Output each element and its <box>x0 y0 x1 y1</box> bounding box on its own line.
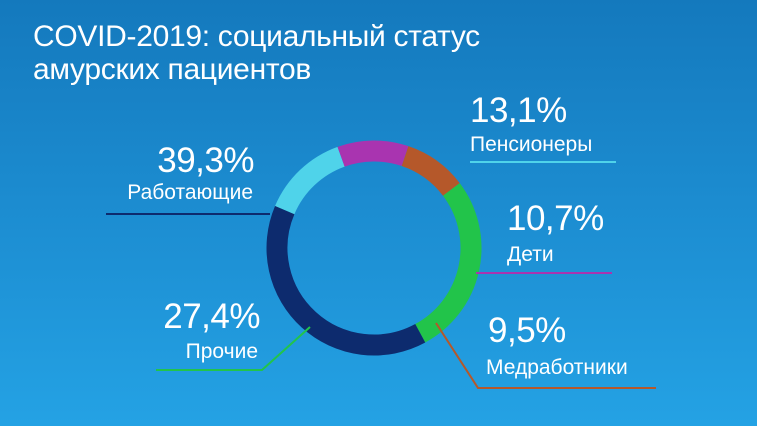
value-label-other: 27,4% <box>163 297 260 336</box>
value-label-medical-workers: 9,5% <box>488 311 566 350</box>
value-label-pensioners: 13,1% <box>470 91 567 130</box>
chart-title-line-1: COVID-2019: социальный статус <box>33 20 480 53</box>
donut-slice-children <box>337 140 409 167</box>
category-label-medical-workers: Медработники <box>486 356 628 379</box>
category-label-pensioners: Пенсионеры <box>470 133 593 156</box>
value-label-children: 10,7% <box>507 199 604 238</box>
leader-line-other <box>156 326 311 371</box>
leader-line-medical-workers <box>435 322 656 389</box>
category-label-working: Работающие <box>127 181 253 204</box>
donut-slice-working <box>266 206 426 356</box>
chart-title-line-2: амурских пациентов <box>33 53 311 86</box>
donut-slice-other <box>415 183 482 343</box>
category-label-other: Прочие <box>185 340 258 363</box>
donut-slice-medical-workers <box>401 146 460 197</box>
chart-title: COVID-2019: социальный статус амурских п… <box>33 20 480 86</box>
value-label-working: 39,3% <box>157 141 254 180</box>
donut-slice-pensioners <box>275 146 345 215</box>
category-label-children: Дети <box>507 243 554 266</box>
